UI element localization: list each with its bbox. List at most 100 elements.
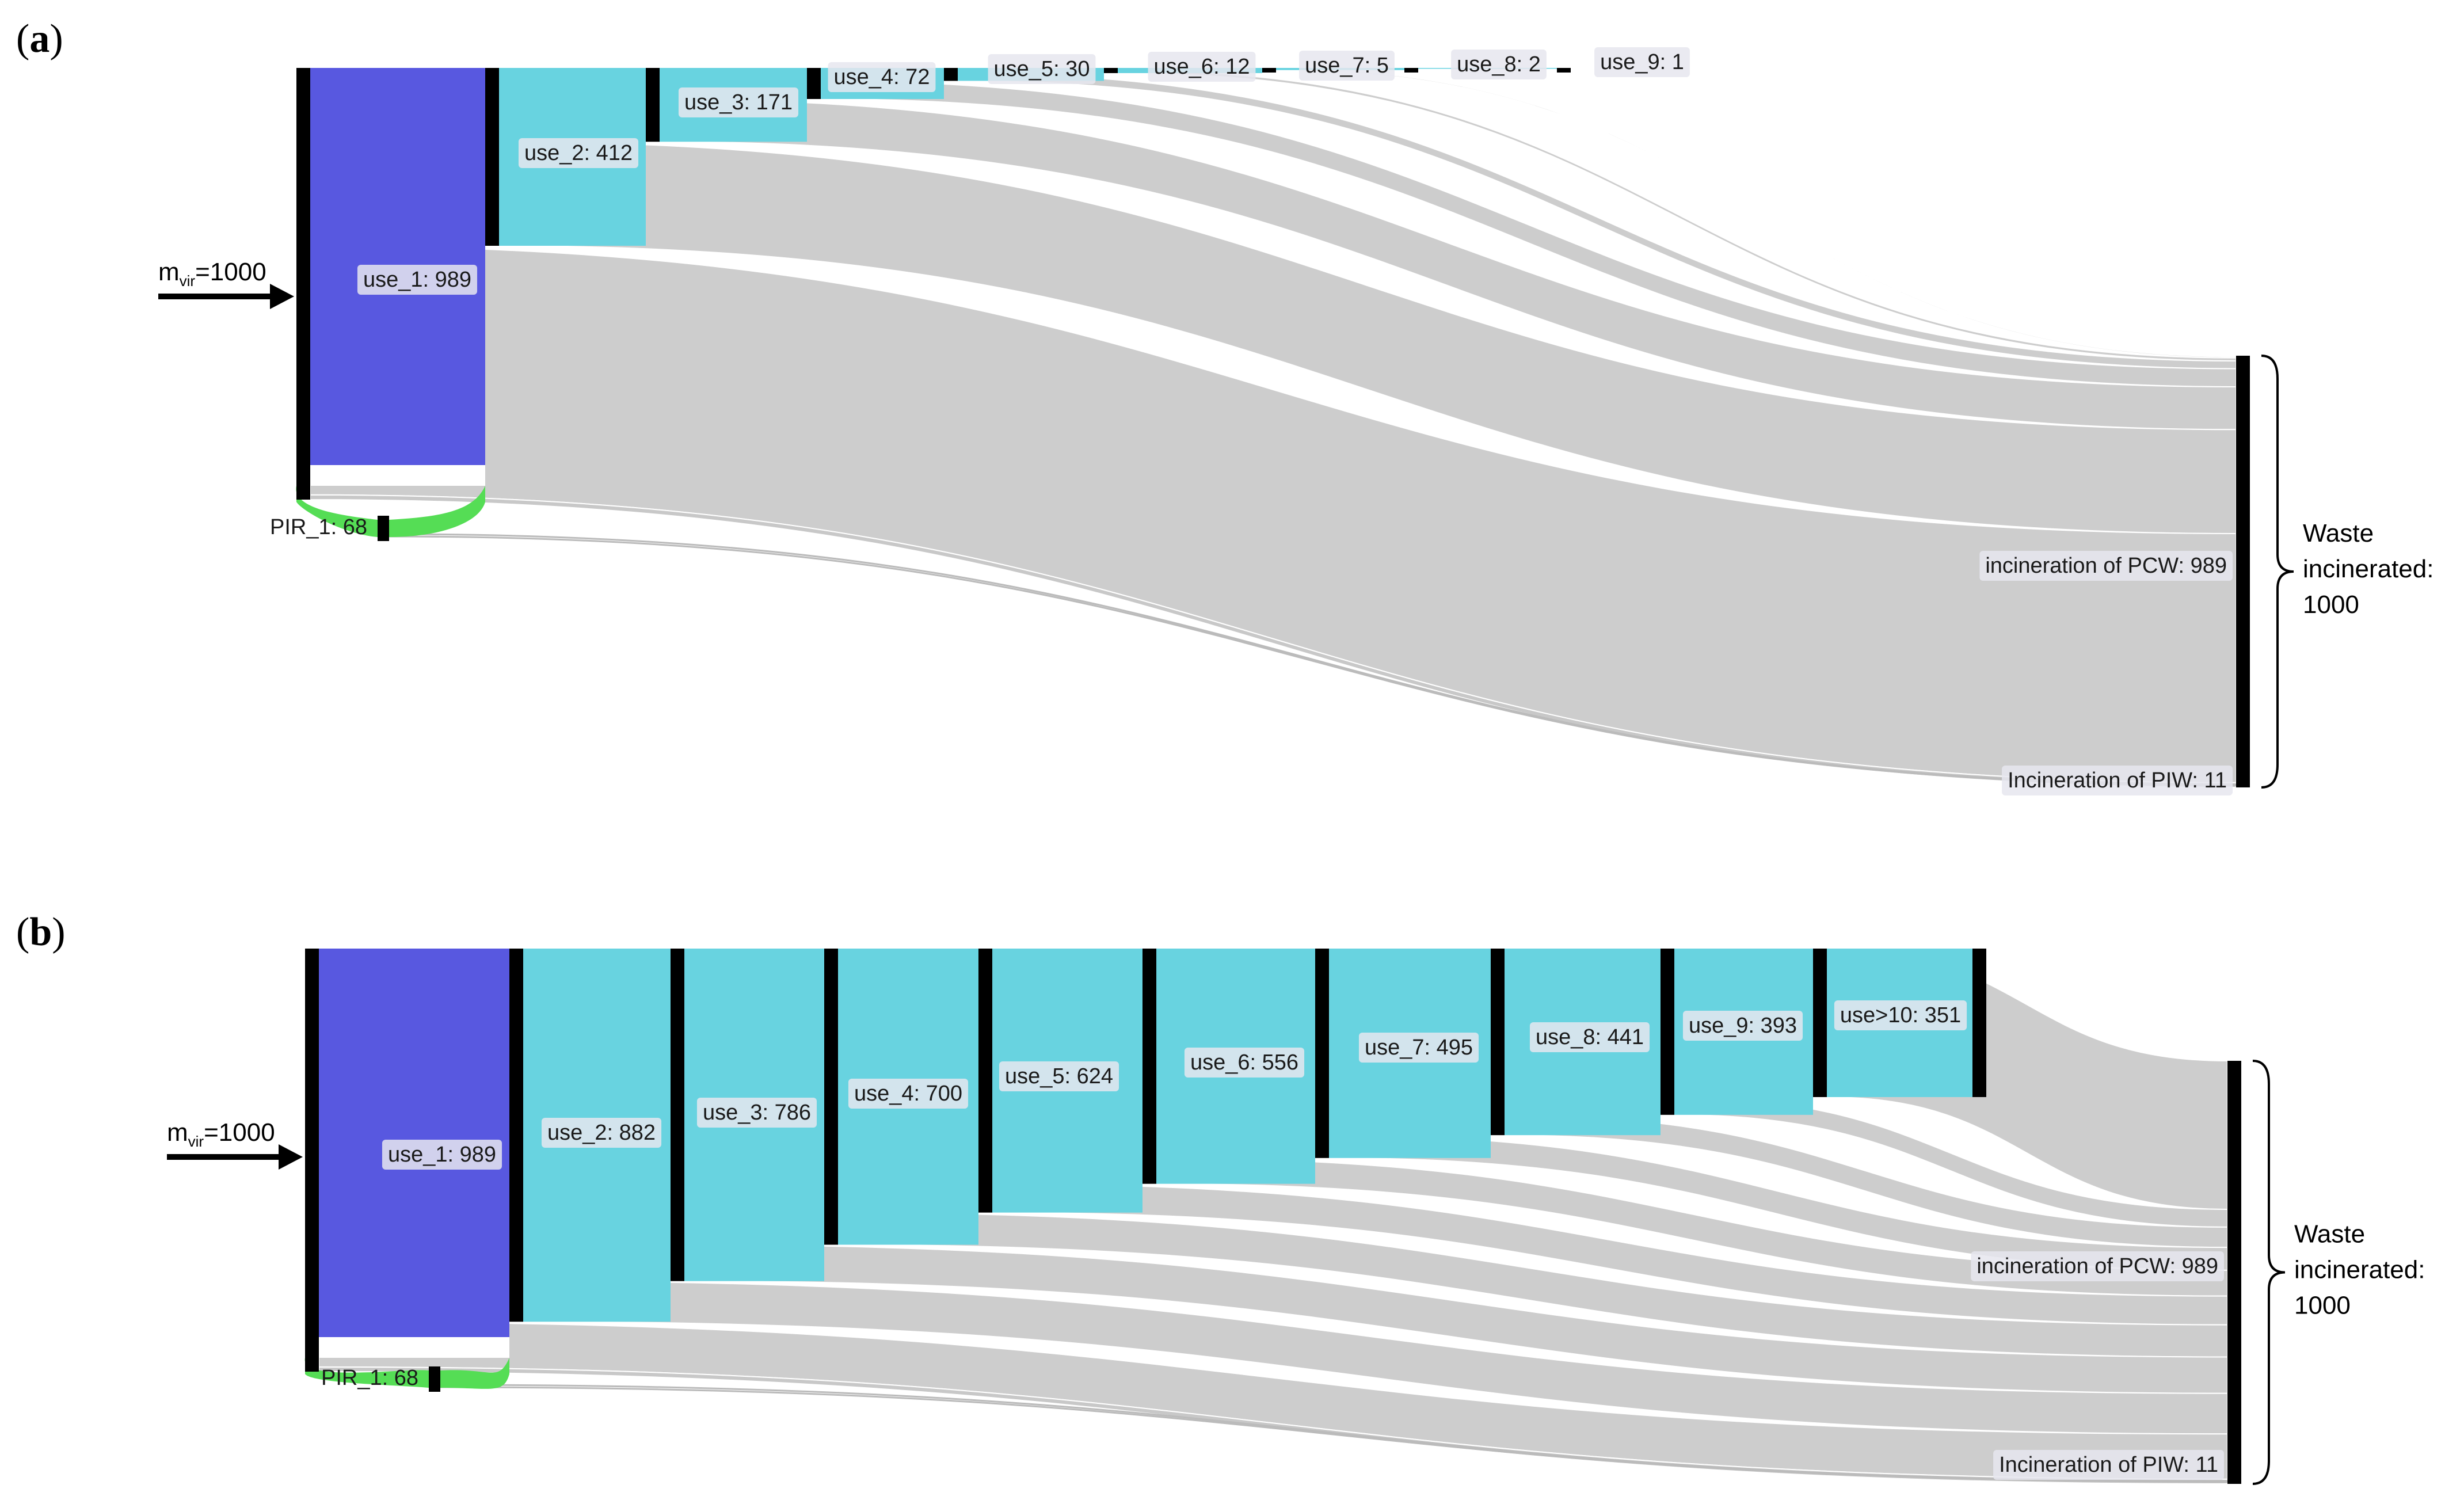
node-bar: [509, 949, 523, 1322]
node-label-use_8: use_8: 441: [1536, 1025, 1644, 1049]
node-label-use_2: use_2: 882: [547, 1121, 656, 1145]
pcw-label: incineration of PCW: 989: [1985, 554, 2227, 578]
node-bar: [1661, 949, 1674, 1115]
piw-label-bg: [2002, 766, 2233, 796]
node-bar: [978, 949, 992, 1213]
node-label-use_9: use_9: 393: [1689, 1014, 1797, 1038]
pir-bar: [378, 516, 389, 541]
panel-label-close: ): [52, 910, 65, 954]
node-bar: [305, 949, 319, 1372]
waste-line-3: 1000: [2303, 591, 2359, 619]
node-label-use_9: use_9: 1: [1600, 50, 1684, 74]
node-bar: [1404, 68, 1418, 73]
pir-bar: [429, 1366, 440, 1392]
panel-label-open: (: [16, 910, 29, 954]
input-arrow: mvir=1000: [158, 258, 294, 309]
node-label-use_3-bg: [678, 87, 799, 118]
node-label-use_2: use_2: 412: [524, 141, 633, 165]
node-label-use_10-bg: [1834, 1000, 1967, 1031]
waste-line-2: incinerated:: [2294, 1256, 2425, 1284]
node-label-use_6-bg: [1184, 1048, 1305, 1078]
node-bar: [1104, 68, 1118, 73]
node-bar: [1315, 949, 1329, 1158]
node-label-use_9-bg: [1594, 47, 1690, 78]
pir-ribbon: [304, 1358, 429, 1388]
nodes: [296, 68, 2250, 787]
pir-gap: [310, 465, 485, 486]
panel-a-sankey: (a) use_1: 989 use_2: 412 use_3: 171 use_4: …: [16, 17, 2433, 796]
panel-label: (b): [16, 910, 66, 954]
node-label-use_8-bg: [1451, 50, 1547, 80]
pir-ribbon: [296, 486, 378, 537]
node-bar: [1972, 949, 1986, 1097]
node-bar: [807, 68, 821, 99]
node-label-use_7-bg: [1299, 51, 1395, 81]
node-bar: [1557, 68, 1571, 73]
pcw-label: incineration of PCW: 989: [1976, 1254, 2218, 1278]
arrow-head: [279, 1144, 303, 1170]
pir-label: PIR_1: 68: [270, 515, 367, 539]
waste-line-1: Waste: [2294, 1220, 2365, 1248]
node-label-use_5: use_5: 624: [1005, 1064, 1113, 1088]
input-label-main: m: [158, 258, 180, 286]
node-bar: [296, 68, 310, 500]
input-label-value: =1000: [204, 1118, 275, 1147]
right-brace: [2252, 1060, 2286, 1485]
node-label-use_5-bg: [999, 1061, 1119, 1092]
node-label-use_2-bg: [541, 1118, 662, 1148]
node-label-use_4: use_4: 700: [854, 1082, 962, 1106]
node-bar: [944, 68, 958, 81]
node-label-use_5: use_5: 30: [994, 57, 1090, 81]
node-label-use_7-bg: [1358, 1033, 1479, 1063]
incinerator-bar: [2236, 356, 2250, 787]
node-bar: [1262, 68, 1276, 73]
piw-label: Incineration of PIW: 11: [2008, 768, 2227, 793]
input-label-sub: vir: [188, 1133, 204, 1150]
node-label-use_6-bg: [1148, 52, 1256, 82]
node-label-use_1: use_1: 989: [363, 268, 471, 292]
input-label-main: m: [167, 1118, 188, 1147]
panel-b-sankey: (b) use_1: 989 use_2: 882 use_3: 786 use_4: …: [16, 910, 2425, 1485]
piw-label-bg: [1993, 1450, 2224, 1480]
input-label: mvir=1000: [167, 1118, 275, 1150]
panel-label-letter: b: [29, 910, 52, 954]
node-label-use_10: use>10: 351: [1840, 1003, 1961, 1027]
right-brace: [2261, 355, 2294, 789]
incinerator-bar: [2227, 1061, 2241, 1484]
pir-gap: [319, 1337, 509, 1358]
node-bar: [485, 68, 499, 246]
node-bar: [646, 68, 660, 142]
node-label-use_6: use_6: 12: [1154, 55, 1250, 79]
node-label-use_3: use_3: 786: [703, 1101, 811, 1125]
node-label-use_8: use_8: 2: [1457, 52, 1541, 77]
piw-label: Incineration of PIW: 11: [1999, 1453, 2218, 1477]
node-bar: [1491, 949, 1505, 1136]
node-label-use_3: use_3: 171: [684, 90, 793, 115]
node-bar: [671, 949, 684, 1281]
input-arrow: mvir=1000: [167, 1118, 303, 1170]
pir-loop: [296, 465, 485, 537]
waste-line-2: incinerated:: [2303, 555, 2433, 583]
node-bar: [1142, 949, 1156, 1184]
arrow-head: [270, 284, 294, 309]
labels: use_1: 989 use_2: 412 use_3: 171 use_4: 72 u…: [270, 47, 2233, 796]
pcw-label-bg: [1979, 551, 2233, 581]
node-label-use_2-bg: [518, 138, 639, 169]
panel-label: (a): [16, 17, 63, 61]
pir-ribbon: [389, 486, 485, 537]
node-label-use_4-bg: [828, 62, 936, 93]
node-label-use_7: use_7: 495: [1365, 1035, 1473, 1060]
node-label-use_9-bg: [1682, 1011, 1803, 1041]
panel-label-close: ): [49, 17, 63, 61]
pir-label: PIR_1: 68: [321, 1366, 418, 1390]
pir-loop: [304, 1337, 509, 1389]
node-label-use_5-bg: [988, 54, 1096, 85]
node-label-use_1-bg: [357, 265, 478, 295]
node-label-use_4-bg: [848, 1079, 969, 1109]
waste-label: Waste incinerated: 1000: [2294, 1220, 2425, 1320]
node-label-use_8-bg: [1529, 1022, 1650, 1053]
pcw-label-bg: [1971, 1251, 2224, 1282]
node-label-use_7: use_7: 5: [1305, 54, 1389, 78]
node-label-use_1: use_1: 989: [388, 1143, 496, 1167]
